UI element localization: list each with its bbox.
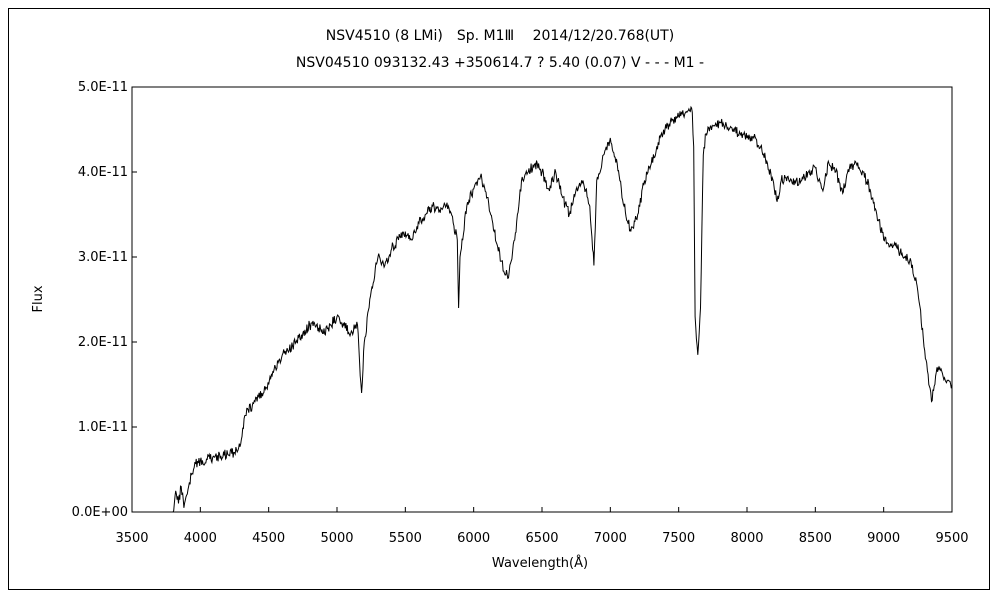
x-axis: 3500 4000 4500 5000 5500 6000 6500 7000 7500 8000…	[115, 507, 969, 546]
x-tick-label: 4000	[184, 531, 217, 546]
chart-subtitle: NSV04510 093132.43 +350614.7 ? 5.40 (0.0…	[296, 55, 704, 71]
x-tick-label: 5000	[320, 531, 353, 546]
y-tick-label: 0.0E+00	[72, 505, 128, 520]
y-axis-label: Flux	[31, 285, 46, 312]
x-tick-label: 8000	[730, 531, 763, 546]
x-axis-label: Wavelength(Å)	[492, 555, 588, 571]
x-tick-label: 7000	[594, 531, 627, 546]
x-tick-label: 7500	[662, 531, 695, 546]
x-tick-label: 3500	[115, 531, 148, 546]
x-tick-label: 4500	[252, 531, 285, 546]
chart-title: NSV4510 (8 LMi) Sp. M1Ⅲ 2014/12/20.768(U…	[326, 28, 674, 44]
spectrum-series-line	[172, 105, 953, 513]
x-tick-label: 8500	[799, 531, 832, 546]
y-axis: 0.0E+00 1.0E-11 2.0E-11 3.0E-11 4.0E-11 5.0E-…	[72, 80, 137, 520]
y-tick-label: 1.0E-11	[78, 420, 128, 435]
y-tick-label: 3.0E-11	[78, 250, 128, 265]
x-tick-label: 9500	[935, 531, 968, 546]
x-tick-label: 5500	[389, 531, 422, 546]
y-tick-label: 4.0E-11	[78, 165, 128, 180]
chart-frame	[8, 8, 990, 590]
plot-area	[131, 86, 953, 513]
x-tick-label: 6500	[525, 531, 558, 546]
x-tick-label: 6000	[457, 531, 490, 546]
y-tick-label: 5.0E-11	[78, 80, 128, 95]
y-tick-label: 2.0E-11	[78, 335, 128, 350]
x-tick-label: 9000	[867, 531, 900, 546]
